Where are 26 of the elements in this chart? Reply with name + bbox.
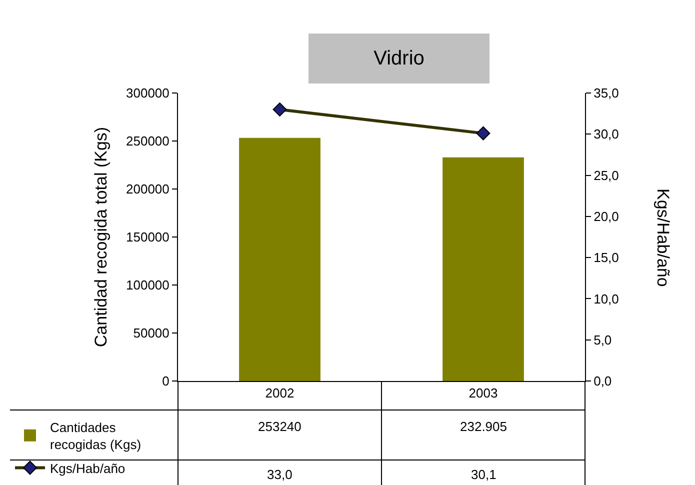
y2-tick-label: 35,0	[594, 86, 619, 101]
y2-tick-label: 0,0	[594, 374, 612, 389]
data-label: 232.905	[460, 419, 507, 434]
legend-label: Cantidades recogidas (Kgs)	[50, 420, 142, 452]
y-tick-label: 300000	[126, 86, 170, 101]
x-tick-label: 2002	[265, 386, 294, 401]
y2-tick-label: 15,0	[594, 250, 619, 266]
y-tick-label: 250000	[126, 134, 170, 149]
x-tick-label: 2003	[468, 386, 498, 401]
data-label: 33,0	[267, 467, 292, 482]
y-tick-label: 0	[162, 374, 170, 389]
y-tick-label: 150000	[126, 230, 170, 245]
chart-title: Vidrio	[374, 48, 424, 70]
y-tick-label: 50000	[133, 326, 170, 341]
y-tick-label: 100000	[126, 278, 170, 293]
y2-tick-label: 10,0	[594, 291, 619, 306]
y2-tick-label: 25,0	[594, 168, 619, 183]
y-tick-label: 200000	[126, 182, 170, 197]
y2-axis-title: Kgs/Hab/año	[654, 188, 672, 287]
legend-label: Kgs/Hab/año	[50, 460, 126, 476]
y2-tick-label: 5,0	[594, 332, 612, 348]
y2-tick-label: 20,0	[594, 208, 619, 224]
y2-tick-label: 30,0	[594, 126, 619, 142]
y-axis-title: Cantidad recogida total (Kgs)	[92, 126, 111, 348]
data-label: 30,1	[471, 467, 496, 482]
data-label: 253240	[258, 419, 302, 434]
